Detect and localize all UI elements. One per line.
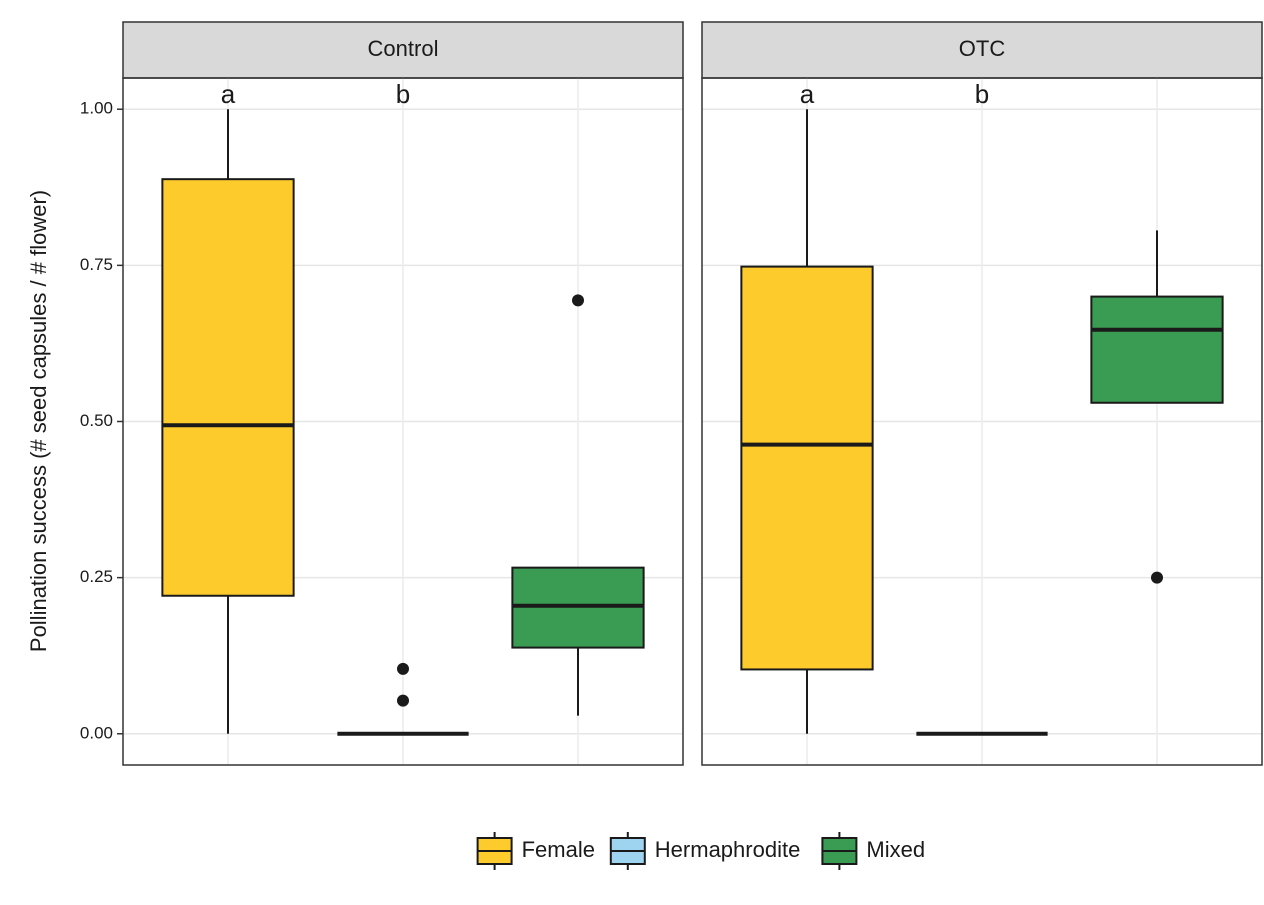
- outlier: [397, 663, 409, 675]
- chart: Pollination success (# seed capsules / #…: [0, 0, 1264, 900]
- y-tick-label: 0.00: [80, 723, 113, 742]
- y-tick-label: 0.25: [80, 567, 113, 586]
- facet-title: OTC: [959, 36, 1006, 61]
- y-tick-label: 0.75: [80, 255, 113, 274]
- box: [162, 179, 293, 596]
- box: [1091, 297, 1222, 403]
- annotation: b: [975, 79, 989, 109]
- annotation: a: [800, 79, 815, 109]
- outlier: [397, 695, 409, 707]
- legend-label: Mixed: [866, 837, 925, 862]
- outlier: [572, 294, 584, 306]
- annotation: a: [221, 79, 236, 109]
- annotation: b: [396, 79, 410, 109]
- y-tick-label: 0.50: [80, 411, 113, 430]
- legend-label: Hermaphrodite: [655, 837, 801, 862]
- legend-label: Female: [522, 837, 595, 862]
- y-tick-label: 1.00: [80, 99, 113, 118]
- box: [741, 267, 872, 670]
- y-axis-label: Pollination success (# seed capsules / #…: [26, 190, 51, 652]
- outlier: [1151, 572, 1163, 584]
- facet-title: Control: [368, 36, 439, 61]
